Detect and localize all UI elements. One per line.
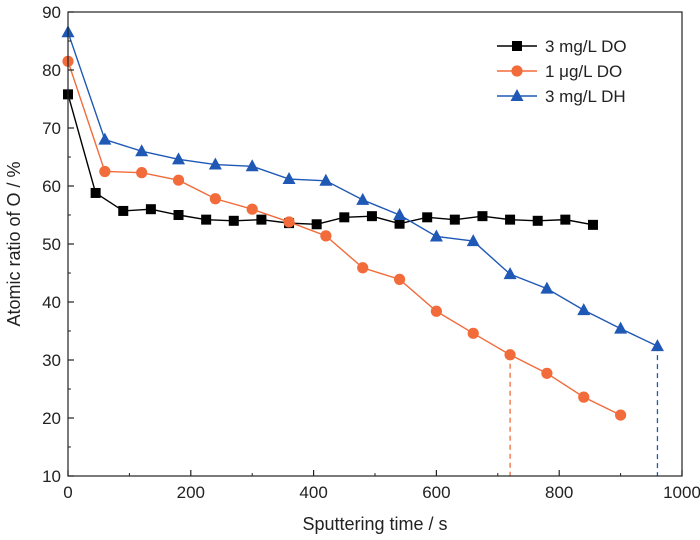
- data-point: [540, 281, 554, 294]
- data-point: [532, 215, 543, 226]
- data-point: [422, 212, 433, 223]
- data-point: [449, 214, 460, 225]
- legend-entry-2: 1 μg/L DO: [497, 62, 622, 81]
- y-tick-label: 90: [42, 3, 61, 22]
- legend-label-3mg-do: 3 mg/L DO: [545, 37, 627, 56]
- data-point: [578, 391, 590, 403]
- legend-marker-circle: [511, 65, 523, 77]
- y-tick-label: 60: [42, 177, 61, 196]
- legend-marker: [511, 65, 523, 77]
- data-point: [504, 349, 516, 361]
- x-tick-label: 0: [63, 483, 72, 502]
- data-point: [99, 165, 111, 178]
- legend-marker: [510, 89, 524, 101]
- legend-entry-1: 3 mg/L DO: [497, 37, 627, 56]
- data-point: [319, 173, 333, 186]
- data-point: [145, 204, 156, 215]
- y-tick-label: 80: [42, 61, 61, 80]
- data-point: [541, 367, 553, 379]
- data-point: [245, 159, 259, 172]
- data-point: [172, 174, 185, 186]
- data-point: [172, 152, 186, 165]
- data-point: [357, 262, 369, 274]
- series-2: [62, 55, 627, 421]
- data-point: [393, 208, 407, 220]
- data-point: [560, 214, 571, 225]
- y-tick-label: 10: [42, 467, 61, 486]
- data-point: [356, 192, 370, 205]
- data-point: [173, 210, 184, 220]
- data-point: [320, 230, 332, 242]
- data-point: [577, 303, 591, 316]
- legend-label-3mg-dh: 3 mg/L DH: [545, 87, 626, 106]
- data-point: [650, 339, 664, 352]
- y-tick-label: 30: [42, 351, 61, 370]
- x-tick-label: 800: [545, 483, 573, 502]
- data-point: [339, 212, 350, 223]
- x-tick-label: 600: [422, 483, 450, 502]
- series-layer: [61, 25, 664, 421]
- data-point: [118, 205, 129, 216]
- x-tick-label: 200: [177, 483, 205, 502]
- data-point: [209, 193, 221, 205]
- x-axis-title: Sputtering time / s: [302, 514, 447, 534]
- data-point: [256, 214, 267, 225]
- data-point: [505, 214, 516, 225]
- data-point: [614, 321, 628, 334]
- data-point: [467, 327, 479, 339]
- legend-marker-triangle: [510, 89, 524, 101]
- data-point: [503, 267, 517, 280]
- data-point: [366, 211, 377, 222]
- data-point: [228, 215, 239, 226]
- data-point: [283, 216, 295, 228]
- legend-marker-square: [512, 41, 522, 51]
- data-point: [201, 214, 212, 225]
- data-point: [246, 203, 258, 215]
- axis-ticks: 0 200 400 600 800 1000 10 20 30 40 50 60 70 80 90: [42, 3, 700, 502]
- data-point: [393, 273, 406, 285]
- data-point: [394, 218, 405, 229]
- y-axis-title: Atomic ratio of O / %: [4, 161, 24, 326]
- reference-lines: [509, 346, 659, 476]
- y-tick-label: 20: [42, 409, 61, 428]
- series-3: [61, 25, 664, 352]
- data-point: [429, 229, 443, 242]
- data-point: [282, 172, 296, 185]
- legend-marker: [512, 41, 522, 51]
- data-point: [311, 219, 322, 230]
- legend-label-1ug-do: 1 μg/L DO: [545, 62, 622, 81]
- series-line: [67, 61, 621, 416]
- data-point: [477, 211, 488, 222]
- data-point: [136, 167, 148, 179]
- legend-entry-3: 3 mg/L DH: [497, 87, 626, 106]
- y-tick-label: 50: [42, 235, 61, 254]
- data-point: [90, 187, 101, 198]
- x-tick-label: 400: [299, 483, 327, 502]
- data-point: [466, 234, 480, 247]
- data-point: [430, 305, 442, 317]
- y-tick-label: 40: [42, 293, 61, 312]
- data-point: [135, 144, 149, 157]
- data-point: [615, 409, 627, 421]
- x-tick-label: 1000: [663, 483, 700, 502]
- data-point: [98, 132, 112, 145]
- legend: 3 mg/L DO 1 μg/L DO 3 mg/L DH: [493, 31, 663, 111]
- y-tick-label: 70: [42, 119, 61, 138]
- data-point: [587, 219, 598, 230]
- data-point: [208, 157, 222, 170]
